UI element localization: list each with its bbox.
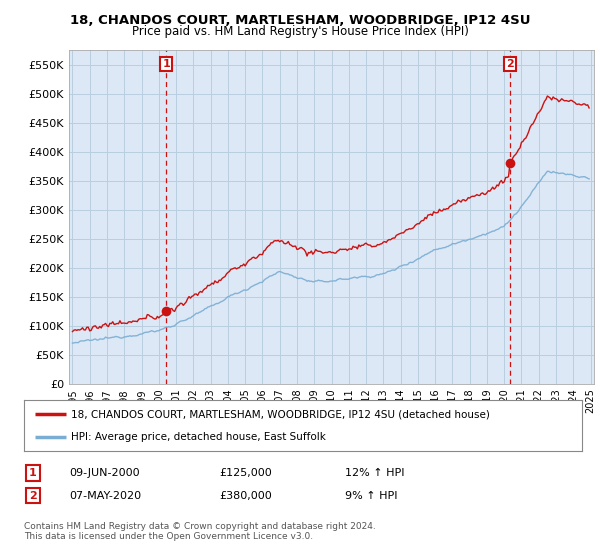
Text: £380,000: £380,000 xyxy=(219,491,272,501)
Text: Contains HM Land Registry data © Crown copyright and database right 2024.
This d: Contains HM Land Registry data © Crown c… xyxy=(24,522,376,542)
Text: 2: 2 xyxy=(506,59,514,69)
Text: 18, CHANDOS COURT, MARTLESHAM, WOODBRIDGE, IP12 4SU: 18, CHANDOS COURT, MARTLESHAM, WOODBRIDG… xyxy=(70,14,530,27)
Text: 09-JUN-2000: 09-JUN-2000 xyxy=(69,468,140,478)
Text: £125,000: £125,000 xyxy=(219,468,272,478)
Text: 9% ↑ HPI: 9% ↑ HPI xyxy=(345,491,398,501)
Text: 2: 2 xyxy=(29,491,37,501)
Text: 1: 1 xyxy=(29,468,37,478)
Text: 1: 1 xyxy=(163,59,170,69)
Text: 18, CHANDOS COURT, MARTLESHAM, WOODBRIDGE, IP12 4SU (detached house): 18, CHANDOS COURT, MARTLESHAM, WOODBRIDG… xyxy=(71,409,490,419)
Text: HPI: Average price, detached house, East Suffolk: HPI: Average price, detached house, East… xyxy=(71,432,326,442)
Text: 12% ↑ HPI: 12% ↑ HPI xyxy=(345,468,404,478)
Text: Price paid vs. HM Land Registry's House Price Index (HPI): Price paid vs. HM Land Registry's House … xyxy=(131,25,469,38)
Text: 07-MAY-2020: 07-MAY-2020 xyxy=(69,491,141,501)
